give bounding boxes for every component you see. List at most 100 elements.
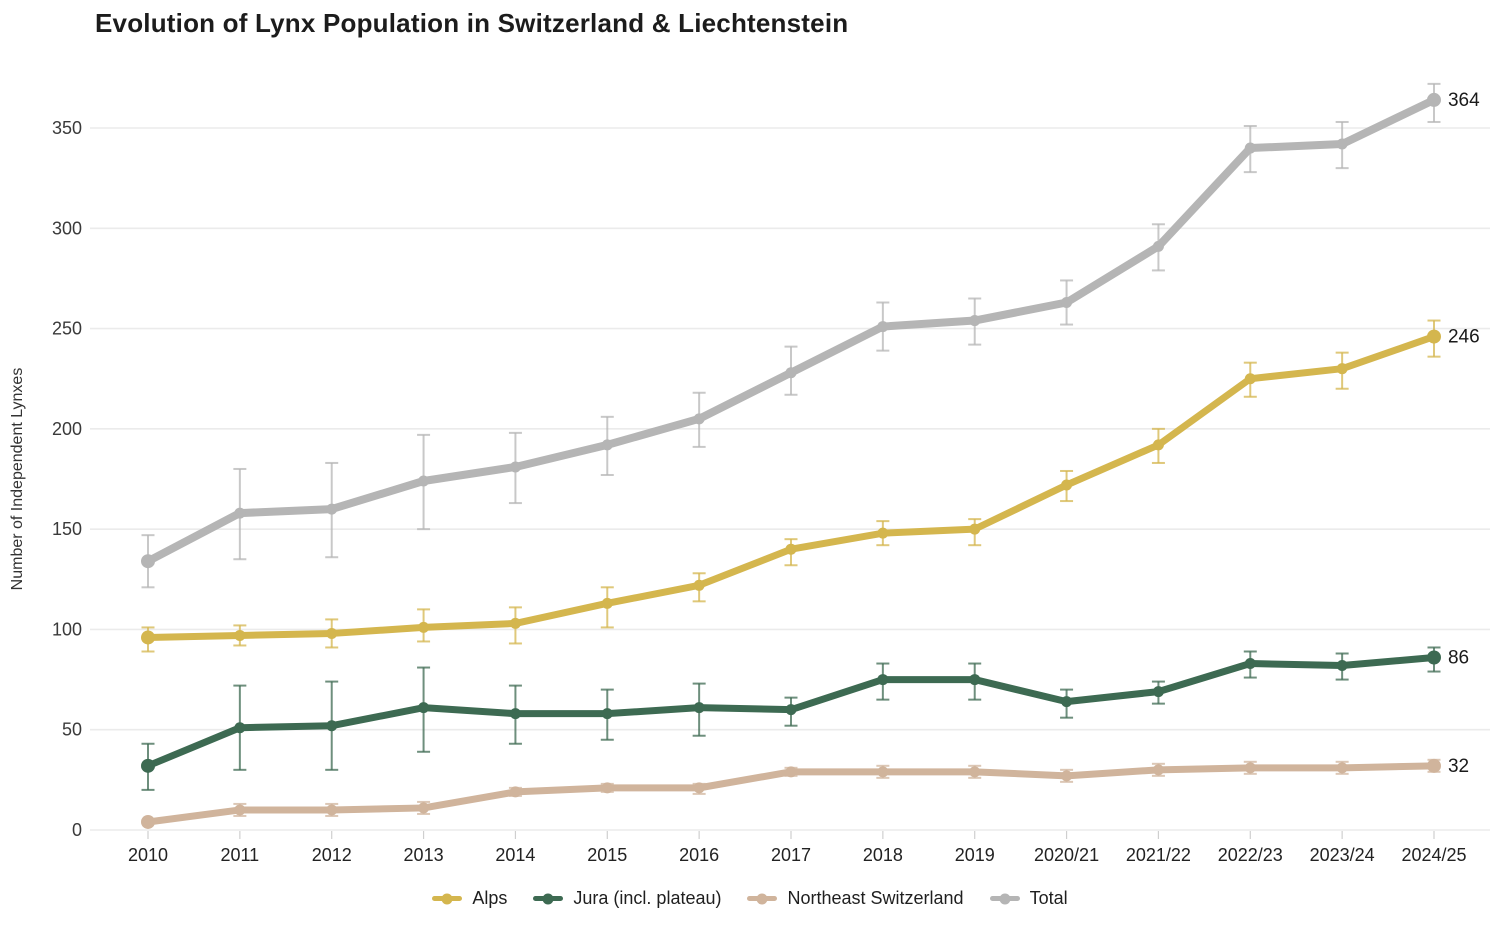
data-point — [1244, 373, 1256, 385]
x-tick-label: 2024/25 — [1401, 845, 1466, 865]
x-tick-label: 2023/24 — [1310, 845, 1375, 865]
data-point — [509, 786, 521, 798]
data-point — [1426, 650, 1441, 665]
data-point — [1426, 329, 1441, 344]
x-tick-label: 2018 — [863, 845, 903, 865]
legend-marker-icon — [989, 896, 1020, 901]
data-point — [1244, 762, 1256, 774]
data-point — [1426, 92, 1441, 107]
chart-title: Evolution of Lynx Population in Switzerl… — [95, 8, 849, 38]
data-point — [1426, 758, 1441, 773]
data-point — [693, 782, 705, 794]
legend-item-jura-incl-plateau: Jura (incl. plateau) — [533, 888, 721, 909]
x-tick-label: 2011 — [220, 845, 259, 865]
data-point — [877, 321, 889, 333]
chart-legend: Alps Jura (incl. plateau) Northeast Switze… — [0, 888, 1500, 909]
series-jura-incl-plateau: 86 — [141, 646, 1469, 791]
data-point — [877, 527, 889, 539]
data-point — [601, 597, 613, 609]
x-tick-label: 2020/21 — [1034, 845, 1099, 865]
data-point — [418, 702, 430, 714]
series-total: 364 — [141, 82, 1480, 589]
legend-label: Alps — [472, 888, 508, 908]
data-point — [1244, 142, 1256, 154]
data-point — [693, 413, 705, 425]
end-value-label: 32 — [1448, 756, 1469, 777]
data-point — [1336, 363, 1348, 375]
x-tick-label: 2014 — [495, 845, 535, 865]
data-point — [418, 621, 430, 633]
data-point — [509, 617, 521, 629]
legend-item-total: Total — [989, 888, 1068, 909]
data-point — [234, 722, 246, 734]
data-point — [785, 543, 797, 555]
end-value-label: 86 — [1448, 648, 1469, 669]
data-point — [785, 704, 797, 716]
legend-label: Jura (incl. plateau) — [573, 888, 722, 908]
x-tick-label: 2013 — [404, 845, 444, 865]
data-point — [326, 804, 338, 816]
data-point — [877, 674, 889, 686]
data-point — [1244, 658, 1256, 670]
data-point — [1336, 762, 1348, 774]
x-tick-label: 2021/22 — [1126, 845, 1191, 865]
x-tick-label: 2017 — [771, 845, 811, 865]
x-tick-label: 2016 — [679, 845, 719, 865]
x-tick-label: 2022/23 — [1218, 845, 1283, 865]
legend-item-northeast-switzerland: Northeast Switzerland — [747, 888, 964, 909]
series-northeast-switzerland: 32 — [141, 756, 1469, 829]
data-point — [969, 766, 981, 778]
data-point — [601, 439, 613, 451]
data-point — [141, 758, 155, 773]
data-point — [326, 503, 338, 515]
data-point — [601, 782, 613, 794]
data-point — [1152, 764, 1164, 776]
data-point — [234, 804, 246, 816]
x-tick-label: 2015 — [587, 845, 627, 865]
legend-item-alps: Alps — [432, 888, 507, 909]
data-point — [141, 630, 155, 645]
y-tick-label: 200 — [52, 419, 82, 439]
legend-label: Total — [1029, 888, 1068, 908]
data-point — [141, 814, 155, 829]
x-tick-label: 2010 — [128, 845, 168, 865]
data-point — [1061, 296, 1073, 308]
y-tick-label: 0 — [72, 820, 82, 840]
legend-marker-icon — [747, 896, 778, 901]
y-axis-title: Number of Independent Lynxes — [9, 368, 26, 591]
data-point — [1336, 660, 1348, 672]
end-value-label: 364 — [1448, 90, 1480, 111]
data-point — [234, 507, 246, 519]
y-tick-label: 50 — [62, 720, 82, 740]
x-tick-label: 2019 — [955, 845, 995, 865]
data-point — [693, 579, 705, 591]
data-point — [141, 554, 155, 569]
legend-marker-icon — [533, 896, 564, 901]
data-point — [418, 802, 430, 814]
legend-marker-icon — [432, 896, 463, 901]
data-point — [969, 674, 981, 686]
data-point — [1336, 138, 1348, 150]
data-point — [693, 702, 705, 714]
y-tick-label: 350 — [52, 118, 82, 138]
data-point — [1061, 770, 1073, 782]
data-point — [785, 766, 797, 778]
data-point — [326, 627, 338, 639]
legend-label: Northeast Switzerland — [787, 888, 964, 908]
data-point — [601, 708, 613, 720]
y-tick-label: 150 — [52, 519, 82, 539]
data-point — [326, 720, 338, 732]
data-point — [969, 315, 981, 327]
x-tick-label: 2012 — [312, 845, 352, 865]
y-tick-label: 100 — [52, 619, 82, 639]
data-point — [1152, 439, 1164, 451]
data-point — [509, 708, 521, 720]
data-point — [509, 461, 521, 473]
y-tick-label: 250 — [52, 319, 82, 339]
data-point — [785, 367, 797, 379]
series-alps: 246 — [141, 319, 1480, 653]
series-line-total — [144, 95, 1438, 566]
data-point — [1061, 696, 1073, 708]
